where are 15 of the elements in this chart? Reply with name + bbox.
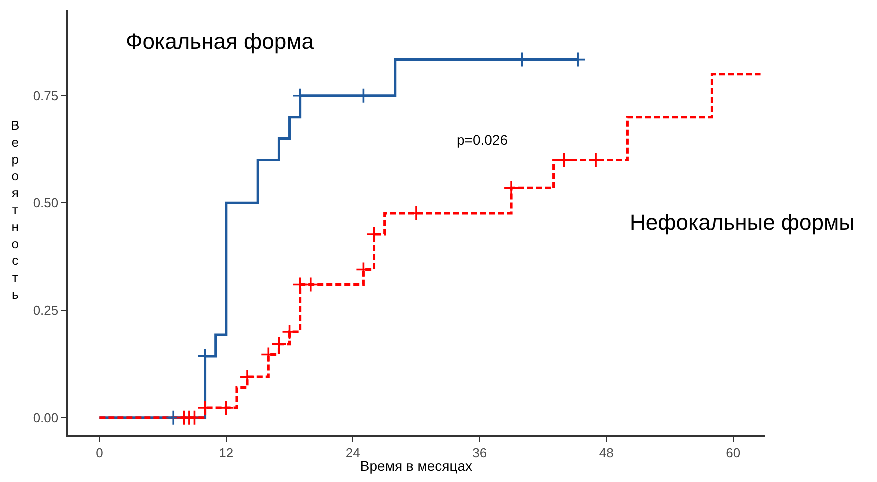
x-tick-label: 0 bbox=[96, 445, 104, 460]
y-tick-label: 0.50 bbox=[33, 196, 59, 211]
series-label: Фокальная форма bbox=[126, 29, 315, 54]
x-tick-label: 48 bbox=[599, 445, 614, 460]
x-tick-label: 12 bbox=[219, 445, 234, 460]
y-tick-label: 0.00 bbox=[33, 410, 59, 426]
text: Нефокальные формы bbox=[630, 210, 855, 235]
text: Вероятность bbox=[11, 118, 20, 302]
x-axis-title: Время в месяцах bbox=[360, 458, 473, 474]
x-tick-label: 36 bbox=[472, 445, 488, 460]
x-tick-label: 24 bbox=[346, 445, 360, 460]
annotation: p=0.026 bbox=[457, 132, 508, 148]
x-tick-label: 60 bbox=[726, 445, 741, 460]
y-tick-label: 0.75 bbox=[33, 88, 59, 104]
y-tick-label: 0.25 bbox=[33, 303, 59, 318]
